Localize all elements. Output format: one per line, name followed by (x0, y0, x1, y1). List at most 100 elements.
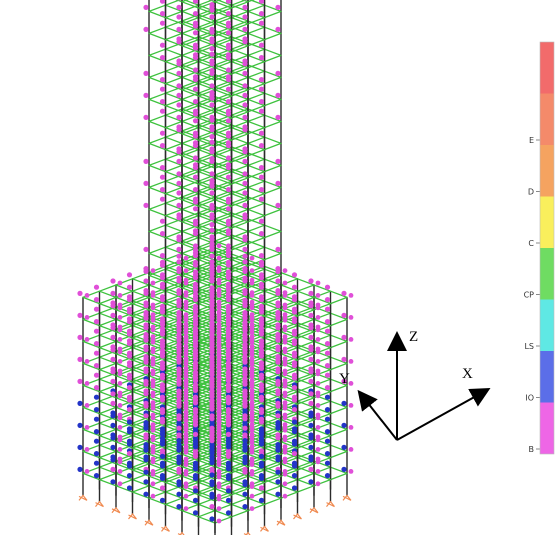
frame-member (164, 76, 183, 85)
frame-member (131, 284, 150, 292)
hinge-dot (225, 30, 232, 36)
frame-member (329, 296, 348, 305)
hinge-dot (176, 381, 182, 387)
hinge-dot (242, 328, 248, 334)
hinge-dot (126, 272, 133, 278)
frame-member (263, 368, 282, 377)
hinge-dot (225, 275, 232, 281)
frame-member (148, 419, 167, 427)
frame-member (296, 284, 315, 292)
hinge-dot (209, 460, 215, 466)
frame-member (131, 315, 150, 323)
hinge-dot (176, 4, 182, 10)
legend-band-1 (540, 93, 554, 145)
hinge-dot (93, 385, 100, 391)
hinge-dot (275, 290, 281, 296)
hinge-dot (258, 419, 265, 425)
hinge-dot (348, 315, 354, 320)
hinge-dot (258, 108, 265, 114)
hinge-dot (209, 183, 215, 189)
hinge-dot (308, 356, 314, 362)
hinge-dot (315, 327, 321, 333)
legend-label-ls: LS (524, 342, 534, 351)
hinge-dot (291, 363, 298, 369)
hinge-dot (143, 425, 149, 431)
frame-member (164, 208, 183, 217)
hinge-dot (275, 435, 281, 441)
frame-member (263, 48, 282, 57)
frame-member (82, 384, 101, 393)
hinge-dot (159, 253, 166, 259)
hinge-dot (209, 139, 215, 145)
frame-member (98, 296, 117, 305)
frame-member (230, 92, 249, 101)
frame-member (247, 26, 266, 35)
hinge-dot (308, 334, 314, 340)
hinge-dot (117, 447, 123, 452)
hinge-dot (291, 272, 298, 278)
frame-member (181, 208, 200, 217)
hinge-dot (341, 290, 347, 296)
frame-member (181, 120, 200, 129)
frame-member (164, 104, 183, 113)
hinge-dot (324, 385, 331, 391)
legend-band-2 (540, 145, 554, 197)
hinge-dot (258, 485, 265, 491)
hinge-dot (324, 372, 331, 378)
hinge-dot (110, 378, 116, 384)
hinge-dot (291, 284, 298, 290)
hinge-dot (183, 449, 189, 455)
hinge-dot (183, 305, 189, 311)
hinge-dot (291, 441, 298, 447)
hinge-dot (275, 469, 281, 475)
hinge-dot (159, 275, 166, 281)
hinge-dot (249, 374, 255, 379)
hinge-dot (242, 246, 248, 252)
frame-member (329, 444, 348, 453)
hinge-dot (341, 334, 347, 340)
frame-member (181, 124, 200, 132)
frame-member (313, 296, 332, 305)
frame-member (181, 487, 200, 496)
frame-member (247, 82, 266, 91)
frame-member (296, 412, 315, 421)
frame-member (181, 164, 200, 173)
frame-member (208, 0, 216, 3)
hinge-dot (308, 378, 314, 384)
hinge-dot (315, 403, 321, 408)
hinge-dot (258, 431, 265, 437)
x-axis-arrow (396, 388, 491, 441)
hinge-dot (117, 315, 123, 320)
frame-member (82, 340, 101, 349)
frame-member (197, 161, 216, 169)
frame-member (181, 111, 200, 119)
frame-member (197, 38, 216, 47)
frame-member (214, 183, 233, 191)
frame-member (296, 302, 315, 311)
hinge-dot (176, 114, 182, 120)
hinge-dot (315, 447, 321, 452)
hinge-dot (308, 391, 314, 397)
hinge-dot (216, 396, 222, 401)
frame-member (230, 280, 249, 289)
frame-member (296, 353, 315, 361)
frame-member (230, 20, 249, 28)
hinge-dot (143, 359, 149, 365)
hinge-dot (348, 403, 354, 408)
support-icon (78, 494, 88, 501)
frame-member (214, 174, 233, 182)
hinge-dot (110, 312, 116, 318)
hinge-dot (216, 280, 222, 286)
hinge-dot (150, 383, 156, 389)
frame-member (214, 126, 233, 135)
frame-member (98, 346, 117, 355)
frame-member (181, 92, 200, 101)
hinge-dot (192, 453, 199, 459)
frame-member (115, 450, 134, 459)
hinge-dot (225, 0, 232, 4)
hinge-dot (117, 327, 123, 333)
hinge-dot (282, 339, 288, 345)
hinge-dot (282, 459, 288, 465)
frame-member (164, 302, 183, 311)
hinge-dot (242, 381, 248, 387)
